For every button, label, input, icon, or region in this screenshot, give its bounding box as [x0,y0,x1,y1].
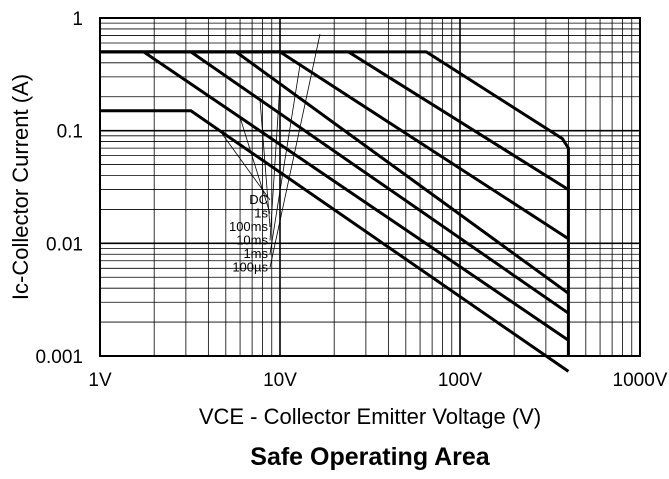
y-tick-label: 1 [72,9,83,30]
chart-title: Safe Operating Area [250,443,491,471]
y-tick-label: 0.001 [35,347,83,368]
curve-label-100ms: 100ms [229,219,269,234]
soa-curve-100ms [190,50,570,315]
leader-line [239,117,271,214]
x-tick-label: 10V [263,370,297,391]
x-tick-label: 100V [438,370,483,391]
curve-label-100s: 100µs [232,260,268,275]
x-tick-label: 1000V [613,370,668,391]
curve-label-10ms: 10ms [236,233,268,248]
x-tick-label: 1V [88,370,112,391]
soa-curve-10ms [235,50,570,295]
x-axis-label: VCE - Collector Emitter Voltage (V) [199,404,541,429]
leader-line [269,34,321,268]
x-tick-labels: 1V 10V 100V 1000V [88,370,667,391]
curve-label-dc: DC [249,192,268,207]
y-tick-label: 0.1 [57,122,83,143]
leader-line [269,83,281,241]
plot-frame [99,17,641,357]
curve-label-1s: 1s [254,206,268,221]
soa-curves [100,50,570,373]
leader-line [219,130,271,201]
y-tick-label: 0.01 [46,234,83,255]
grid-lines [100,18,640,356]
y-tick-labels: 1 0.1 0.01 0.001 [35,9,83,368]
curve-label-1ms: 1ms [243,246,268,261]
y-axis-label: Ic-Collector Current (A) [8,74,33,300]
soa-curve-1s [142,50,570,342]
soa-curve-dc [100,109,570,373]
soa-boundary-curve [100,50,570,356]
